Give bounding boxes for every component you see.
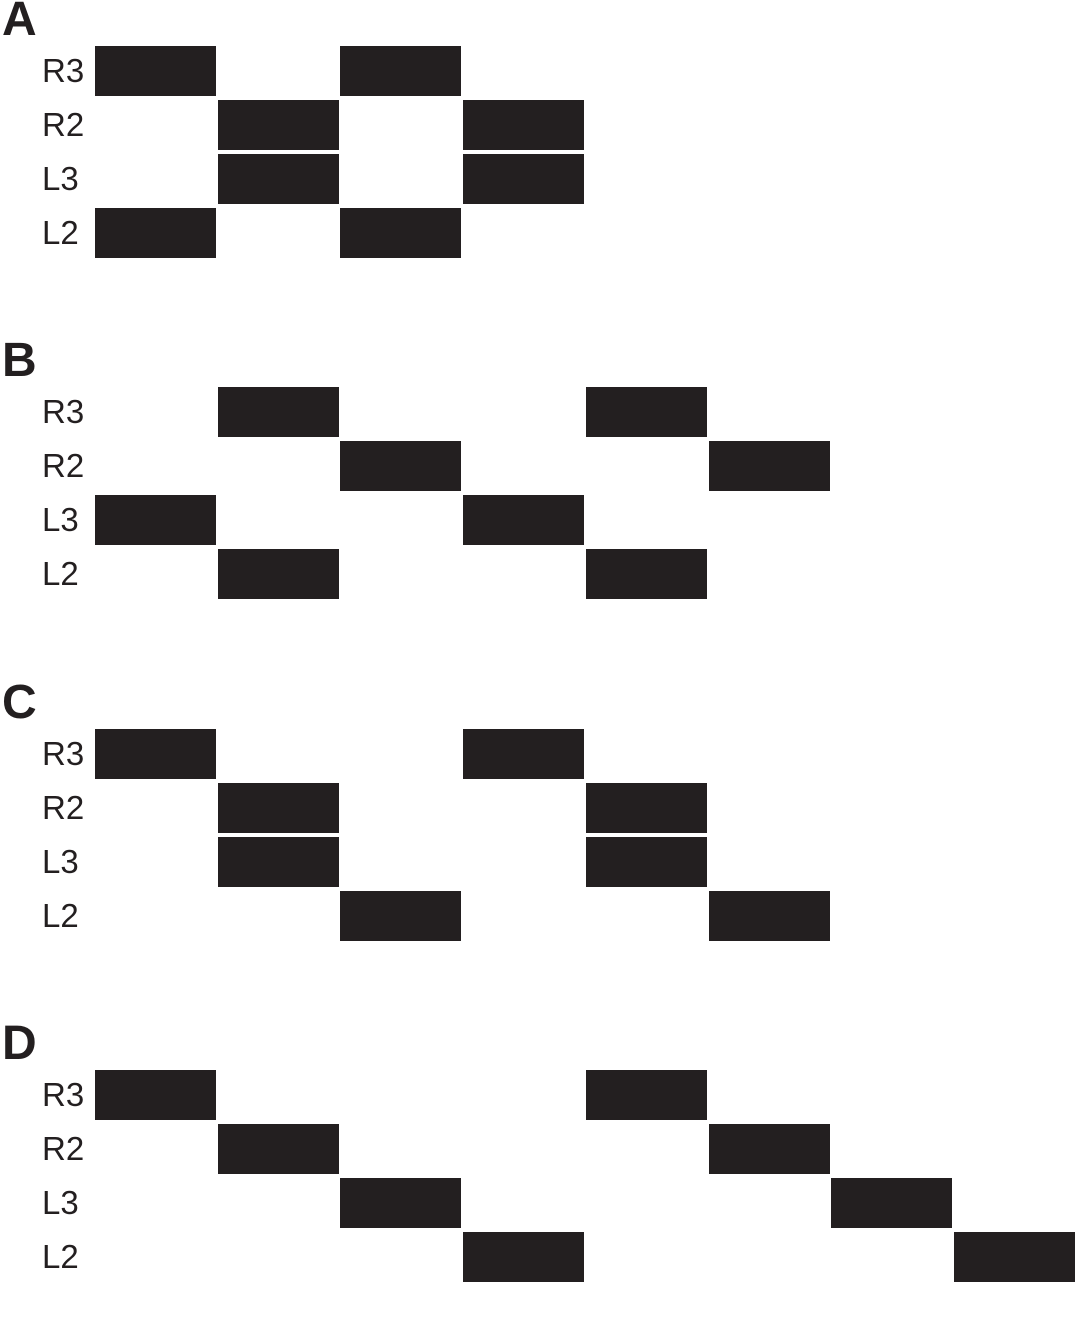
row-label-l2: L2 [42, 1238, 79, 1275]
step-bar-l2 [709, 891, 830, 941]
panel-d: D R3 R2 L3 L2 [0, 1020, 1076, 1324]
step-bar-l3 [218, 837, 339, 887]
row-label-l3: L3 [42, 1184, 79, 1221]
step-bar-l3 [831, 1178, 952, 1228]
row-label-l3: L3 [42, 501, 79, 538]
step-bar-r2 [709, 441, 830, 491]
step-bar-l2 [586, 549, 707, 599]
panel-c: C R3 R2 L3 L2 [0, 679, 1076, 983]
panel-label: C [2, 676, 37, 729]
row-label-r2: R2 [42, 789, 85, 826]
step-bar-r3 [586, 1070, 707, 1120]
step-bar-r2 [586, 783, 707, 833]
row-label-l2: L2 [42, 897, 79, 934]
step-bar-l2 [340, 891, 461, 941]
row-label-l3: L3 [42, 160, 79, 197]
step-bar-l2 [463, 1232, 584, 1282]
step-bar-r3 [95, 729, 216, 779]
step-bar-r2 [218, 783, 339, 833]
step-bar-l2 [218, 549, 339, 599]
step-bar-r2 [709, 1124, 830, 1174]
step-bar-r3 [340, 46, 461, 96]
step-bar-l2 [340, 208, 461, 258]
step-bar-l2 [95, 208, 216, 258]
row-label-l2: L2 [42, 214, 79, 251]
step-bar-l3 [218, 154, 339, 204]
step-bar-r2 [340, 441, 461, 491]
step-bar-l3 [95, 495, 216, 545]
panel-b: B R3 R2 L3 L2 [0, 337, 1076, 641]
step-bar-r3 [463, 729, 584, 779]
step-bar-r2 [218, 1124, 339, 1174]
step-bar-l3 [340, 1178, 461, 1228]
row-label-r2: R2 [42, 1130, 85, 1167]
row-label-r3: R3 [42, 52, 85, 89]
panel-label: D [2, 1017, 37, 1070]
row-label-l3: L3 [42, 843, 79, 880]
step-bar-l3 [586, 837, 707, 887]
step-bar-l3 [463, 495, 584, 545]
row-label-r3: R3 [42, 1076, 85, 1113]
step-bar-r3 [586, 387, 707, 437]
step-bar-r2 [463, 100, 584, 150]
row-label-l2: L2 [42, 555, 79, 592]
row-label-r2: R2 [42, 106, 85, 143]
row-label-r2: R2 [42, 447, 85, 484]
step-bar-l3 [463, 154, 584, 204]
row-label-r3: R3 [42, 393, 85, 430]
step-bar-r3 [95, 46, 216, 96]
step-bar-r3 [218, 387, 339, 437]
step-bar-r2 [218, 100, 339, 150]
step-bar-l2 [954, 1232, 1075, 1282]
panel-label: B [2, 334, 37, 387]
panel-a: A R3 R2 L3 L2 [0, 0, 1076, 300]
row-label-r3: R3 [42, 735, 85, 772]
step-bar-r3 [95, 1070, 216, 1120]
panel-label: A [2, 0, 37, 46]
